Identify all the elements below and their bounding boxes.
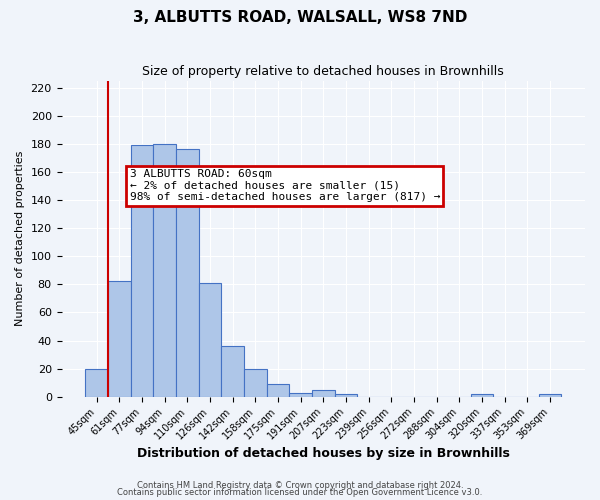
Bar — [266, 384, 289, 396]
Bar — [470, 394, 493, 396]
Title: Size of property relative to detached houses in Brownhills: Size of property relative to detached ho… — [142, 65, 504, 78]
Bar — [289, 392, 312, 396]
Bar — [154, 144, 176, 397]
Bar — [244, 368, 266, 396]
X-axis label: Distribution of detached houses by size in Brownhills: Distribution of detached houses by size … — [137, 447, 510, 460]
Bar — [131, 145, 154, 397]
Bar — [221, 346, 244, 397]
Y-axis label: Number of detached properties: Number of detached properties — [15, 151, 25, 326]
Text: Contains HM Land Registry data © Crown copyright and database right 2024.: Contains HM Land Registry data © Crown c… — [137, 480, 463, 490]
Text: 3, ALBUTTS ROAD, WALSALL, WS8 7ND: 3, ALBUTTS ROAD, WALSALL, WS8 7ND — [133, 10, 467, 25]
Bar — [312, 390, 335, 396]
Bar — [199, 283, 221, 397]
Text: 3 ALBUTTS ROAD: 60sqm
← 2% of detached houses are smaller (15)
98% of semi-detac: 3 ALBUTTS ROAD: 60sqm ← 2% of detached h… — [130, 169, 440, 202]
Bar — [539, 394, 561, 396]
Bar — [335, 394, 357, 396]
Bar — [85, 368, 108, 396]
Bar — [176, 150, 199, 396]
Text: Contains public sector information licensed under the Open Government Licence v3: Contains public sector information licen… — [118, 488, 482, 497]
Bar — [108, 282, 131, 397]
